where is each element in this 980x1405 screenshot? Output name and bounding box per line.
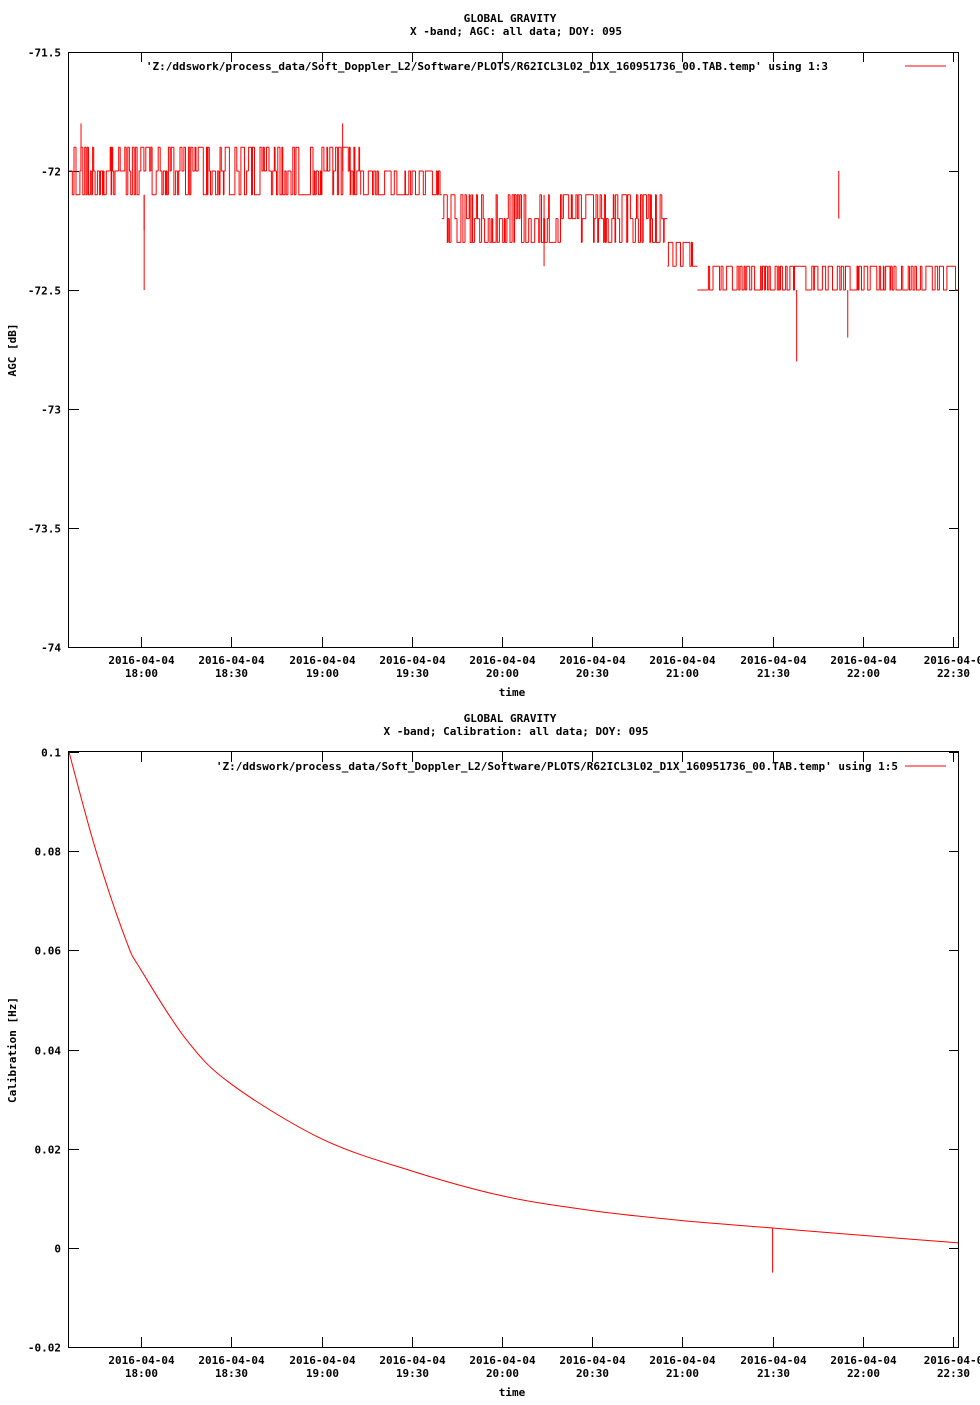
agc-xtick-time: 19:30 (396, 667, 429, 680)
cal-ytick-label: 0.06 (35, 945, 62, 958)
agc-xtick-date: 2016-04-04 (559, 654, 626, 667)
cal-xtick-date: 2016-04-04 (289, 1354, 356, 1367)
agc-xtick-date: 2016-04-04 (740, 654, 807, 667)
cal-subtitle: X -band; Calibration: all data; DOY: 095 (384, 725, 649, 738)
agc-title: GLOBAL GRAVITY (464, 12, 557, 25)
cal-xtick-time: 18:30 (215, 1367, 248, 1380)
agc-ylabel: AGC [dB] (6, 324, 19, 377)
agc-ytick-label: -73.5 (28, 523, 61, 536)
cal-xtick-time: 21:00 (666, 1367, 699, 1380)
agc-xtick-time: 20:30 (576, 667, 609, 680)
cal-ytick-label: 0.08 (35, 846, 62, 859)
agc-xlabel: time (499, 686, 526, 699)
cal-ytick-label: 0.04 (35, 1045, 62, 1058)
agc-series (69, 123, 959, 362)
agc-xtick-date: 2016-04-04 (379, 654, 446, 667)
agc-series-segment (69, 146, 361, 196)
cal-xtick-time: 18:00 (125, 1367, 158, 1380)
cal-xtick-time: 21:30 (757, 1367, 790, 1380)
agc-xtick-date: 2016-04-0 (924, 654, 980, 667)
cal-ytick-label: 0 (54, 1243, 61, 1256)
agc-x-ticks: 2016-04-0418:002016-04-0418:302016-04-04… (108, 52, 980, 680)
agc-series-segment (441, 194, 668, 243)
calibration-panel: GLOBAL GRAVITY X -band; Calibration: all… (6, 712, 980, 1399)
cal-xtick-date: 2016-04-04 (559, 1354, 626, 1367)
cal-ytick-label: 0.1 (41, 747, 61, 760)
cal-legend-label: 'Z:/ddswork/process_data/Soft_Doppler_L2… (216, 760, 898, 773)
cal-ytick-label: -0.02 (28, 1342, 61, 1355)
cal-xtick-date: 2016-04-04 (469, 1354, 536, 1367)
cal-xtick-time: 22:00 (847, 1367, 880, 1380)
agc-ytick-label: -72 (41, 166, 61, 179)
agc-xtick-time: 18:00 (125, 667, 158, 680)
cal-xlabel: time (499, 1386, 526, 1399)
agc-ytick-label: -71.5 (28, 47, 61, 60)
cal-title: GLOBAL GRAVITY (464, 712, 557, 725)
agc-xtick-time: 22:00 (847, 667, 880, 680)
agc-ytick-label: -74 (41, 642, 61, 655)
agc-series-segment (697, 265, 959, 291)
agc-xtick-date: 2016-04-04 (830, 654, 897, 667)
agc-xtick-date: 2016-04-04 (649, 654, 716, 667)
cal-xtick-date: 2016-04-04 (108, 1354, 175, 1367)
cal-xtick-date: 2016-04-0 (924, 1354, 980, 1367)
agc-xtick-time: 20:00 (486, 667, 519, 680)
cal-y-ticks: 0.1 0.08 0.06 0.04 0.02 0 -0.02 (28, 747, 959, 1355)
agc-xtick-date: 2016-04-04 (469, 654, 536, 667)
cal-xtick-date: 2016-04-04 (198, 1354, 265, 1367)
cal-xtick-date: 2016-04-04 (830, 1354, 897, 1367)
agc-series-segment (667, 241, 698, 267)
agc-plot-frame (68, 52, 959, 648)
agc-panel: GLOBAL GRAVITY X -band; AGC: all data; D… (6, 12, 980, 699)
agc-legend-label: 'Z:/ddswork/process_data/Soft_Doppler_L2… (146, 60, 828, 73)
cal-ytick-label: 0.02 (35, 1144, 62, 1157)
cal-xtick-time: 19:00 (306, 1367, 339, 1380)
cal-xtick-time: 20:00 (486, 1367, 519, 1380)
cal-ylabel: Calibration [Hz] (6, 997, 19, 1103)
cal-xtick-date: 2016-04-04 (379, 1354, 446, 1367)
agc-series-segment (360, 170, 442, 196)
agc-ytick-label: -73 (41, 404, 61, 417)
agc-xtick-date: 2016-04-04 (289, 654, 356, 667)
cal-xtick-time: 19:30 (396, 1367, 429, 1380)
agc-y-ticks: -71.5 -72 -72.5 -73 -73.5 -74 (28, 47, 959, 655)
cal-series-line (68, 751, 960, 1244)
cal-xtick-date: 2016-04-04 (649, 1354, 716, 1367)
agc-xtick-time: 21:00 (666, 667, 699, 680)
agc-xtick-time: 19:00 (306, 667, 339, 680)
cal-xtick-time: 20:30 (576, 1367, 609, 1380)
cal-xtick-time: 22:30 (937, 1367, 970, 1380)
agc-xtick-time: 21:30 (757, 667, 790, 680)
agc-xtick-date: 2016-04-04 (198, 654, 265, 667)
cal-x-ticks: 2016-04-0418:002016-04-0418:302016-04-04… (108, 752, 980, 1380)
cal-plot-frame (68, 751, 959, 1348)
agc-xtick-time: 22:30 (937, 667, 970, 680)
cal-xtick-date: 2016-04-04 (740, 1354, 807, 1367)
agc-ytick-label: -72.5 (28, 285, 61, 298)
cal-series (68, 751, 960, 1273)
agc-xtick-date: 2016-04-04 (108, 654, 175, 667)
agc-subtitle: X -band; AGC: all data; DOY: 095 (410, 25, 622, 38)
agc-xtick-time: 18:30 (215, 667, 248, 680)
